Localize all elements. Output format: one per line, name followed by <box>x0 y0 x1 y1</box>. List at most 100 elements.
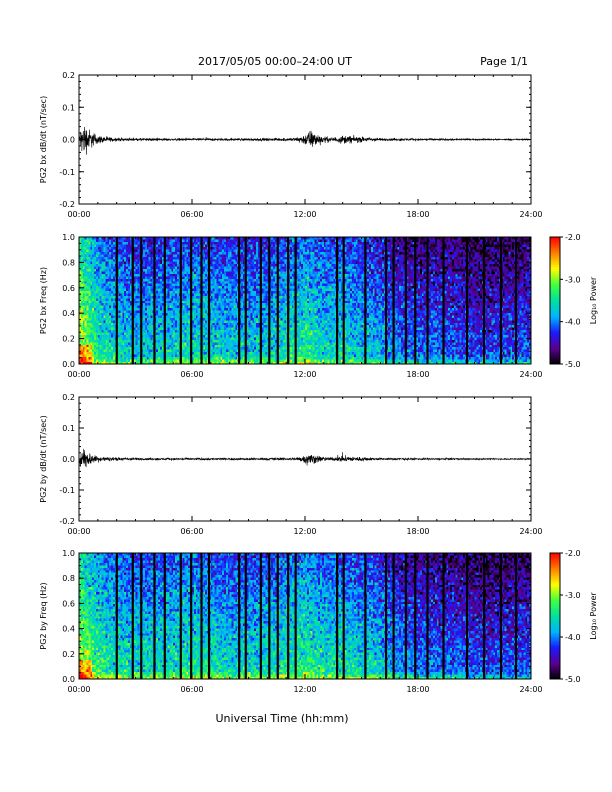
heatmap-cell <box>92 293 95 296</box>
heatmap-cell <box>192 332 195 335</box>
heatmap-cell <box>161 339 165 343</box>
heatmap-cell <box>216 261 219 265</box>
heatmap-cell <box>129 280 133 284</box>
heatmap-cell <box>150 283 153 287</box>
heatmap-cell <box>143 302 146 306</box>
heatmap-cell <box>90 251 93 255</box>
heatmap-cell <box>120 268 123 272</box>
heatmap-cell <box>235 312 238 316</box>
heatmap-cell <box>231 239 234 243</box>
heatmap-cell <box>175 244 178 248</box>
heatmap-cell <box>182 254 185 257</box>
heatmap-cell <box>146 361 149 365</box>
heatmap-cell <box>159 263 163 267</box>
heatmap-cell <box>133 344 136 348</box>
heatmap-cell <box>212 351 215 355</box>
heatmap-cell <box>118 263 121 267</box>
heatmap-cell <box>252 263 255 267</box>
heatmap-cell <box>88 280 91 284</box>
heatmap-cell <box>150 302 153 306</box>
heatmap-cell <box>248 254 251 257</box>
heatmap-cell <box>126 320 129 323</box>
heatmap-cell <box>173 349 176 353</box>
heatmap-cell <box>135 271 138 274</box>
heatmap-cell <box>165 346 168 350</box>
heatmap-cell <box>122 324 125 328</box>
heatmap-cell <box>173 261 176 265</box>
heatmap-cell <box>165 261 168 265</box>
heatmap-cell <box>118 315 121 318</box>
heatmap-cell <box>210 320 214 323</box>
heatmap-cell <box>105 280 108 284</box>
heatmap-cell <box>205 263 208 267</box>
heatmap-cell <box>107 334 110 338</box>
heatmap-cell <box>118 327 121 331</box>
heatmap-cell <box>218 249 221 252</box>
heatmap-cell <box>79 317 82 321</box>
heatmap-cell <box>250 332 253 335</box>
heatmap-cell <box>146 339 149 343</box>
heatmap-cell <box>229 322 232 326</box>
heatmap-cell <box>176 359 180 362</box>
heatmap-cell <box>210 280 214 284</box>
heatmap-cell <box>205 271 208 274</box>
heatmap-cell <box>233 258 236 262</box>
heatmap-cell <box>205 329 208 333</box>
heatmap-cell <box>124 322 127 326</box>
heatmap-cell <box>97 356 101 360</box>
heatmap-cell <box>233 263 236 267</box>
heatmap-cell <box>137 285 140 289</box>
heatmap-cell <box>203 349 206 353</box>
heatmap-cell <box>225 244 229 248</box>
heatmap-cell <box>146 332 149 335</box>
heatmap-cell <box>118 261 121 265</box>
heatmap-cell <box>143 342 146 345</box>
heatmap-cell <box>167 268 170 272</box>
heatmap-cell <box>97 280 101 284</box>
heatmap-cell <box>231 298 234 301</box>
heatmap-cell <box>242 288 246 292</box>
heatmap-cell <box>212 266 215 270</box>
heatmap-cell <box>216 278 219 282</box>
heatmap-cell <box>175 246 178 250</box>
heatmap-cell <box>216 290 219 294</box>
heatmap-cell <box>173 237 176 240</box>
heatmap-cell <box>240 239 244 243</box>
heatmap-cell <box>86 351 89 355</box>
heatmap-cell <box>165 307 168 311</box>
heatmap-cell <box>252 256 255 260</box>
heatmap-cell <box>252 285 255 289</box>
heatmap-cell <box>84 239 87 243</box>
heatmap-cell <box>186 361 189 365</box>
heatmap-cell <box>124 285 127 289</box>
heatmap-cell <box>126 273 129 277</box>
heatmap-cell <box>197 300 200 304</box>
heatmap-cell <box>158 351 161 355</box>
heatmap-cell <box>205 307 208 311</box>
heatmap-cell <box>175 254 178 257</box>
heatmap-cell <box>252 332 255 335</box>
heatmap-cell <box>158 239 161 243</box>
heatmap-cell <box>150 278 153 282</box>
heatmap-cell <box>158 305 161 309</box>
heatmap-cell <box>167 359 170 362</box>
heatmap-cell <box>210 305 214 309</box>
heatmap-cell <box>195 339 198 343</box>
heatmap-cell <box>133 349 136 353</box>
heatmap-cell <box>150 337 153 340</box>
heatmap-cell <box>111 239 114 243</box>
heatmap-cell <box>148 285 151 289</box>
heatmap-cell <box>99 322 102 326</box>
heatmap-cell <box>165 305 168 309</box>
heatmap-cell <box>112 263 116 267</box>
heatmap-cell <box>225 337 229 340</box>
heatmap-cell <box>240 278 244 282</box>
heatmap-cell <box>133 310 136 314</box>
heatmap-cell <box>135 346 138 350</box>
heatmap-cell <box>218 237 221 240</box>
heatmap-cell <box>92 361 95 365</box>
heatmap-cell <box>165 354 168 357</box>
heatmap-cell <box>148 349 151 353</box>
heatmap-cell <box>109 263 112 267</box>
heatmap-cell <box>184 256 187 260</box>
